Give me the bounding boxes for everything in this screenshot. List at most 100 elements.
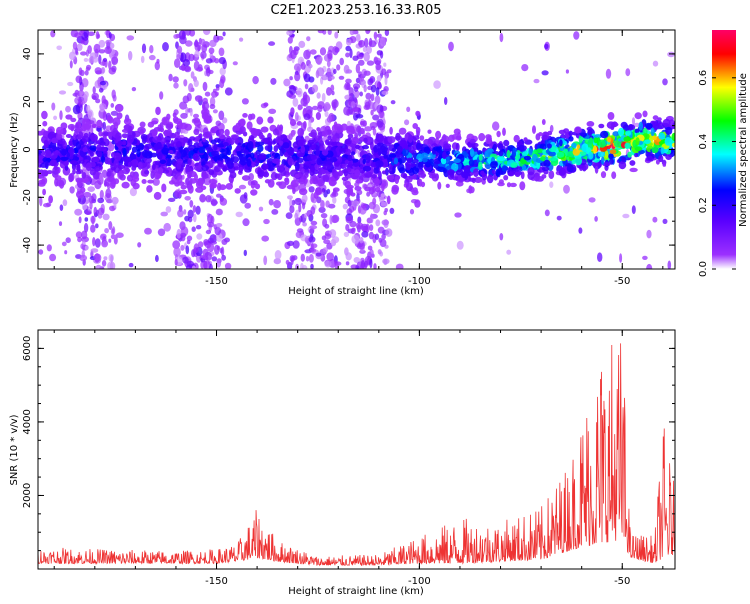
spectrogram-ridge-cell — [66, 152, 70, 159]
spectrogram-ridge-cell — [41, 110, 48, 120]
spectrogram-speckle — [631, 205, 636, 215]
spectrogram-speckle — [370, 84, 377, 93]
spectrogram-ridge-cell — [662, 118, 671, 128]
spectrogram-ridge-cell — [611, 171, 617, 179]
spectrogram-ridge-cell — [414, 199, 421, 208]
spectrogram-ridge-cell — [445, 151, 451, 155]
spectrogram-ridge-cell — [335, 131, 344, 139]
spectrogram-speckle — [573, 31, 580, 40]
spectrogram-speckle — [89, 201, 93, 210]
spectrogram-speckle — [588, 197, 596, 203]
spectrogram-speckle — [172, 76, 179, 83]
spectrogram-speckle — [84, 210, 92, 215]
spectrogram-ridge-cell — [490, 161, 498, 169]
spectrogram-ridge-cell — [128, 125, 133, 131]
spectrogram-speckle — [83, 191, 92, 198]
spectrogram-ridge-cell — [107, 116, 114, 124]
spectrogram-speckle — [189, 200, 194, 208]
spectrogram-speckle — [662, 78, 668, 86]
spectrogram-speckle — [155, 254, 159, 263]
spectrogram-ridge-cell — [558, 129, 566, 135]
spectrogram-speckle — [271, 209, 279, 215]
spectrogram-ridge-cell — [205, 146, 213, 151]
spectrogram-speckle — [370, 109, 374, 116]
spectrogram-speckle — [406, 106, 411, 113]
spectrogram-speckle — [622, 213, 630, 219]
spectrogram-speckle — [342, 203, 348, 210]
spectrogram-speckle — [173, 34, 179, 39]
spectrogram-ridge-cell — [250, 152, 255, 159]
spectrogram-ridge-cell — [231, 156, 240, 163]
spectrogram-speckle — [375, 219, 381, 227]
spectrogram-ridge-cell — [115, 132, 122, 141]
spectrogram-ridge-cell — [442, 151, 447, 160]
spectrogram-ridge-cell — [548, 151, 556, 157]
spectrogram-ridge-cell — [572, 148, 580, 156]
spectrogram-speckle — [325, 200, 330, 208]
spectrogram-ridge-cell — [623, 136, 631, 142]
spectrogram-speckle — [381, 219, 390, 226]
spectrogram-ridge-cell — [243, 149, 249, 155]
spectrogram-ridge-cell — [195, 180, 204, 189]
spectrogram-speckle — [46, 244, 52, 252]
spectrogram-y-tick-label: -20 — [22, 189, 33, 205]
spectrogram-speckle — [353, 90, 361, 97]
spectrogram-speckle — [195, 205, 201, 215]
spectrogram-ridge-cell — [314, 163, 320, 171]
spectrogram-ridge-cell — [453, 158, 462, 163]
spectrogram-ridge-cell — [195, 187, 204, 193]
spectrogram-ridge-cell — [300, 145, 306, 153]
spectrogram-speckle — [309, 225, 318, 230]
spectrogram-speckle — [87, 109, 94, 120]
spectrogram-ridge-cell — [152, 163, 156, 170]
spectrogram-speckle — [359, 91, 364, 97]
spectrogram-ridge-cell — [316, 157, 323, 166]
spectrogram-speckle — [186, 235, 193, 242]
spectrogram-speckle — [506, 249, 512, 255]
spectrogram-speckle — [294, 72, 301, 82]
spectrogram-speckle — [102, 240, 108, 247]
spectrogram-speckle — [108, 32, 112, 39]
snr-y-tick-label: 2000 — [22, 483, 33, 508]
spectrogram-ridge-cell — [152, 136, 161, 144]
spectrogram-ridge-cell — [469, 138, 476, 144]
spectrogram-speckle — [58, 90, 67, 95]
spectrogram-ridge-cell — [365, 155, 371, 164]
spectrogram-speckle — [215, 208, 223, 216]
spectrogram-speckle — [173, 247, 181, 257]
spectrogram-ridge-cell — [198, 133, 203, 139]
spectrogram-speckle — [367, 78, 374, 86]
spectrogram-speckle — [78, 96, 82, 106]
spectrogram-ridge-cell — [485, 134, 492, 140]
spectrogram-speckle — [404, 119, 410, 126]
spectrogram-ridge-cell — [284, 177, 289, 183]
spectrogram-speckle — [98, 39, 106, 48]
spectrogram-speckle — [101, 169, 108, 178]
spectrogram-speckle — [51, 102, 56, 111]
spectrogram-ridge-cell — [604, 150, 609, 158]
spectrogram-ridge-cell — [391, 147, 397, 153]
spectrogram-speckle — [183, 79, 188, 87]
spectrogram-speckle — [492, 121, 500, 131]
spectrogram-speckle — [77, 90, 85, 97]
spectrogram-ridge-cell — [113, 159, 119, 168]
spectrogram-ridge-cell — [429, 158, 435, 164]
spectrogram-ridge-cell — [389, 153, 397, 158]
spectrogram-speckle — [221, 254, 227, 261]
spectrogram-ridge-cell — [547, 130, 553, 136]
spectrogram-speckle — [318, 206, 326, 213]
spectrogram-ridge-cell — [523, 155, 532, 161]
spectrogram-ridge-cell — [153, 143, 160, 150]
spectrogram-speckle — [129, 187, 137, 197]
spectrogram-ridge-cell — [412, 166, 419, 175]
spectrogram-ridge-cell — [578, 135, 583, 144]
spectrogram-ridge-cell — [201, 173, 209, 179]
spectrogram-speckle — [212, 109, 218, 114]
spectrogram-ridge-cell — [528, 148, 533, 156]
spectrogram-ridge-cell — [346, 167, 352, 173]
spectrogram-ridge-cell — [298, 178, 306, 185]
spectrogram-ridge-cell — [65, 114, 73, 120]
spectrogram-ridge-cell — [310, 165, 315, 173]
spectrogram-speckle — [300, 253, 305, 262]
spectrogram-ridge-cell — [131, 159, 139, 167]
